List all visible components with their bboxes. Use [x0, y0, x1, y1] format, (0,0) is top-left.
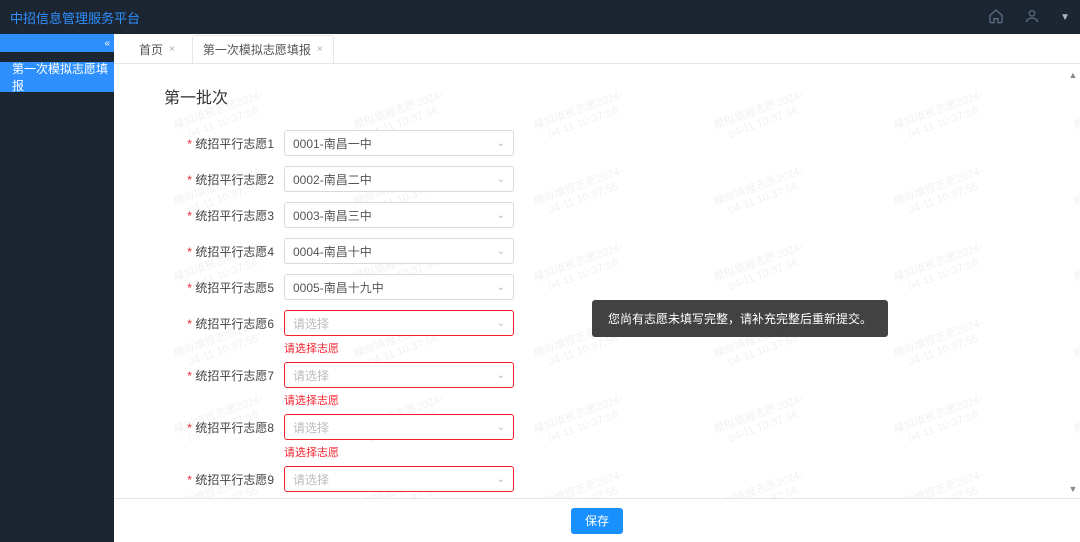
school-select-2[interactable]: 0002-南昌二中 ⌄ — [284, 166, 514, 192]
select-value: 请选择 — [293, 367, 329, 384]
chevron-down-icon: ⌄ — [497, 370, 505, 381]
select-value: 0002-南昌二中 — [293, 171, 372, 188]
select-value: 0004-南昌十中 — [293, 243, 372, 260]
brand-title: 中招信息管理服务平台 — [10, 8, 140, 27]
school-select-3[interactable]: 0003-南昌三中 ⌄ — [284, 202, 514, 228]
form-row: 统招平行志愿3 0003-南昌三中 ⌄ — [134, 202, 1060, 228]
topbar-icons: ▼ — [988, 8, 1070, 27]
content: 首页 × 第一次模拟志愿填报 × 模拟填报志愿2024- 04-11 10:37:56… — [114, 34, 1080, 542]
chevron-down-icon: ⌄ — [497, 422, 505, 433]
scrollbar[interactable]: ▲ ▼ — [1068, 70, 1078, 494]
form-row: 统招平行志愿5 0005-南昌十九中 ⌄ — [134, 274, 1060, 300]
field-label: 统招平行志愿2 — [134, 171, 284, 188]
field-label: 统招平行志愿3 — [134, 207, 284, 224]
chevron-down-icon: ⌄ — [497, 138, 505, 149]
scroll-up-icon[interactable]: ▲ — [1068, 70, 1078, 80]
footer: 保存 — [114, 498, 1080, 542]
select-value: 请选择 — [293, 419, 329, 436]
chevron-down-icon: ⌄ — [497, 474, 505, 485]
school-select-8[interactable]: 请选择 ⌄ — [284, 414, 514, 440]
tabs: 首页 × 第一次模拟志愿填报 × — [114, 34, 1080, 64]
tab-首页[interactable]: 首页 × — [128, 35, 186, 63]
error-text: 请选择志愿 — [284, 444, 1060, 460]
tab-label: 首页 — [139, 41, 163, 58]
field-label: 统招平行志愿5 — [134, 279, 284, 296]
school-select-4[interactable]: 0004-南昌十中 ⌄ — [284, 238, 514, 264]
form-area: 模拟填报志愿2024- 04-11 10:37:56模拟填报志愿2024- 04… — [114, 64, 1080, 498]
group-title: 第一批次 — [164, 84, 1060, 108]
field-label: 统招平行志愿7 — [134, 367, 284, 384]
sidebar-item-fill[interactable]: 第一次模拟志愿填报 — [0, 62, 114, 92]
field-label: 统招平行志愿8 — [134, 419, 284, 436]
select-value: 请选择 — [293, 315, 329, 332]
sidebar: « 第一次模拟志愿填报 — [0, 34, 114, 542]
user-icon[interactable] — [1024, 8, 1040, 27]
close-icon[interactable]: × — [169, 44, 175, 55]
field-label: 统招平行志愿9 — [134, 471, 284, 488]
scroll-down-icon[interactable]: ▼ — [1068, 484, 1078, 494]
error-text: 请选择志愿 — [284, 392, 1060, 408]
error-text: 请选择志愿 — [284, 496, 1060, 498]
chevron-down-icon: ⌄ — [497, 318, 505, 329]
select-value: 0001-南昌一中 — [293, 135, 372, 152]
field-label: 统招平行志愿1 — [134, 135, 284, 152]
chevron-down-icon: ⌄ — [497, 282, 505, 293]
field-label: 统招平行志愿4 — [134, 243, 284, 260]
school-select-1[interactable]: 0001-南昌一中 ⌄ — [284, 130, 514, 156]
toast-message: 您尚有志愿未填写完整，请补充完整后重新提交。 — [592, 300, 888, 337]
select-value: 0005-南昌十九中 — [293, 279, 384, 296]
school-select-7[interactable]: 请选择 ⌄ — [284, 362, 514, 388]
chevron-down-icon: ⌄ — [497, 246, 505, 257]
school-select-5[interactable]: 0005-南昌十九中 ⌄ — [284, 274, 514, 300]
tab-label: 第一次模拟志愿填报 — [203, 41, 311, 58]
save-button[interactable]: 保存 — [571, 508, 623, 534]
chevron-down-icon: ⌄ — [497, 174, 505, 185]
topbar: 中招信息管理服务平台 ▼ — [0, 0, 1080, 34]
tab-第一次模拟志愿填报[interactable]: 第一次模拟志愿填报 × — [192, 35, 334, 63]
home-icon[interactable] — [988, 8, 1004, 27]
select-value: 请选择 — [293, 471, 329, 488]
school-select-9[interactable]: 请选择 ⌄ — [284, 466, 514, 492]
sidebar-collapse-icon[interactable]: « — [0, 34, 114, 52]
close-icon[interactable]: × — [317, 44, 323, 55]
form-row: 统招平行志愿1 0001-南昌一中 ⌄ — [134, 130, 1060, 156]
form-row: 统招平行志愿7 请选择 ⌄ — [134, 362, 1060, 388]
chevron-down-icon: ⌄ — [497, 210, 505, 221]
form-row: 统招平行志愿8 请选择 ⌄ — [134, 414, 1060, 440]
form-row: 统招平行志愿4 0004-南昌十中 ⌄ — [134, 238, 1060, 264]
caret-down-icon[interactable]: ▼ — [1060, 12, 1070, 23]
field-label: 统招平行志愿6 — [134, 315, 284, 332]
form-row: 统招平行志愿9 请选择 ⌄ — [134, 466, 1060, 492]
error-text: 请选择志愿 — [284, 340, 1060, 356]
select-value: 0003-南昌三中 — [293, 207, 372, 224]
school-select-6[interactable]: 请选择 ⌄ — [284, 310, 514, 336]
form-row: 统招平行志愿2 0002-南昌二中 ⌄ — [134, 166, 1060, 192]
